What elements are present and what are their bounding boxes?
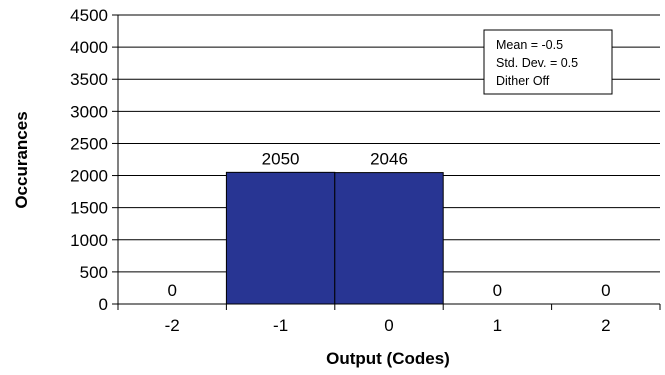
y-tick-label: 2000 [70,167,108,186]
annotation-dither: Dither Off [496,74,550,88]
x-tick-label: 1 [493,316,502,335]
y-tick-label: 3000 [70,102,108,121]
y-axis-title: Occurances [12,111,31,208]
y-tick-labels: 0 500 1000 1500 2000 2500 3000 3500 4000 4500 [70,6,108,314]
bar [334,172,444,305]
data-labels: 0 2050 2046 0 0 [167,149,610,300]
x-tick-label: 0 [384,316,393,335]
y-tick-label: 4000 [70,38,108,57]
data-label: 0 [601,281,610,300]
y-tick-label: 4500 [70,6,108,25]
data-label: 0 [167,281,176,300]
y-tick-label: 0 [99,295,108,314]
data-label: 2050 [262,149,300,168]
annotation-mean: Mean = -0.5 [496,38,563,52]
y-tick-label: 2500 [70,134,108,153]
bar [225,171,336,305]
annotation-std-dev: Std. Dev. = 0.5 [496,56,578,70]
gridlines [118,14,660,273]
data-label: 2046 [370,150,408,169]
stats-annotation-box: Mean = -0.5 Std. Dev. = 0.5 Dither Off [483,29,613,95]
x-tick-label: -1 [273,316,288,335]
y-tick-label: 500 [80,263,108,282]
y-tick-label: 3500 [70,70,108,89]
x-axis-title: Output (Codes) [326,349,450,368]
bars [225,171,444,305]
axes [112,14,661,310]
x-tick-label: -2 [165,316,180,335]
x-tick-label: 2 [601,316,610,335]
x-tick-labels: -2 -1 0 1 2 [165,316,611,335]
y-tick-label: 1500 [70,199,108,218]
data-label: 0 [493,281,502,300]
y-tick-label: 1000 [70,231,108,250]
